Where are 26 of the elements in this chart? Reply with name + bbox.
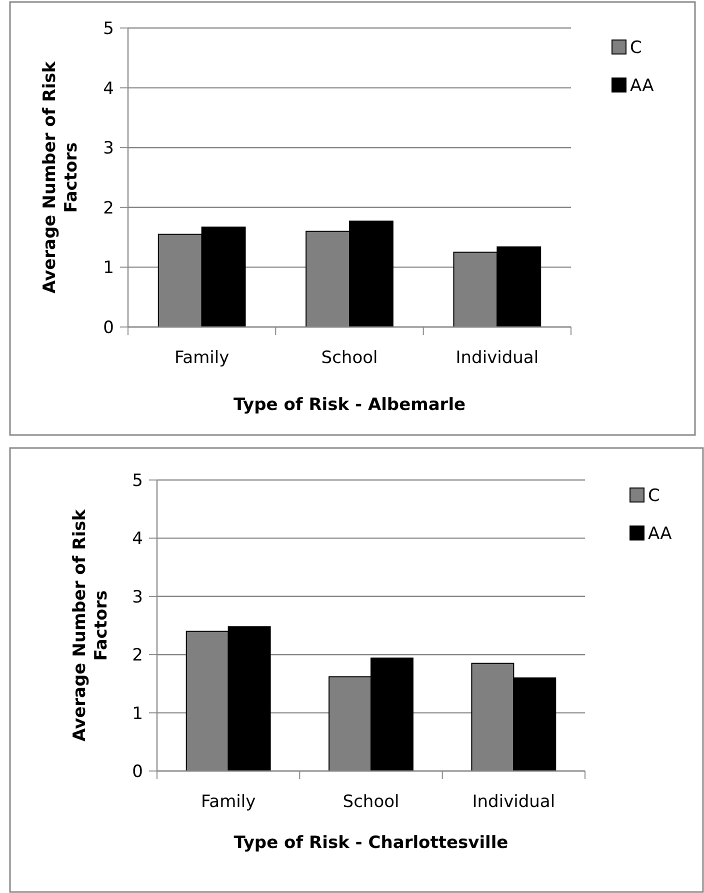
y-tick-label: 5 — [103, 18, 114, 39]
y-tick-label: 3 — [132, 587, 143, 608]
y-tick-label: 2 — [103, 198, 114, 218]
y-tick-label: 1 — [132, 704, 143, 724]
y-tick-label: 5 — [132, 470, 143, 491]
x-tick-label: School — [342, 792, 400, 812]
x-tick-label: School — [321, 348, 378, 368]
legend-label: AA — [630, 76, 654, 96]
x-tick-label: Individual — [456, 348, 539, 368]
y-tick-label: 4 — [132, 529, 143, 550]
x-tick-label: Family — [200, 792, 256, 812]
x-tick-label: Individual — [472, 792, 556, 812]
x-axis-title: Type of Risk - Charlottesville — [234, 833, 508, 853]
legend-label: C — [648, 486, 660, 506]
y-tick-label: 4 — [103, 78, 114, 99]
y-tick-label: 0 — [132, 762, 143, 782]
y-axis-title: Average Number of Risk Factors — [40, 60, 82, 294]
x-axis-title: Type of Risk - Albemarle — [233, 395, 466, 415]
y-tick-label: 2 — [132, 646, 143, 666]
y-tick-label: 3 — [103, 138, 114, 159]
y-axis-title: Average Number of Risk Factors — [70, 508, 112, 742]
legend-label: C — [630, 38, 642, 58]
x-tick-label: Family — [174, 348, 230, 368]
y-tick-label: 1 — [103, 258, 114, 278]
legend-label: AA — [648, 524, 672, 544]
y-tick-label: 0 — [103, 318, 114, 338]
